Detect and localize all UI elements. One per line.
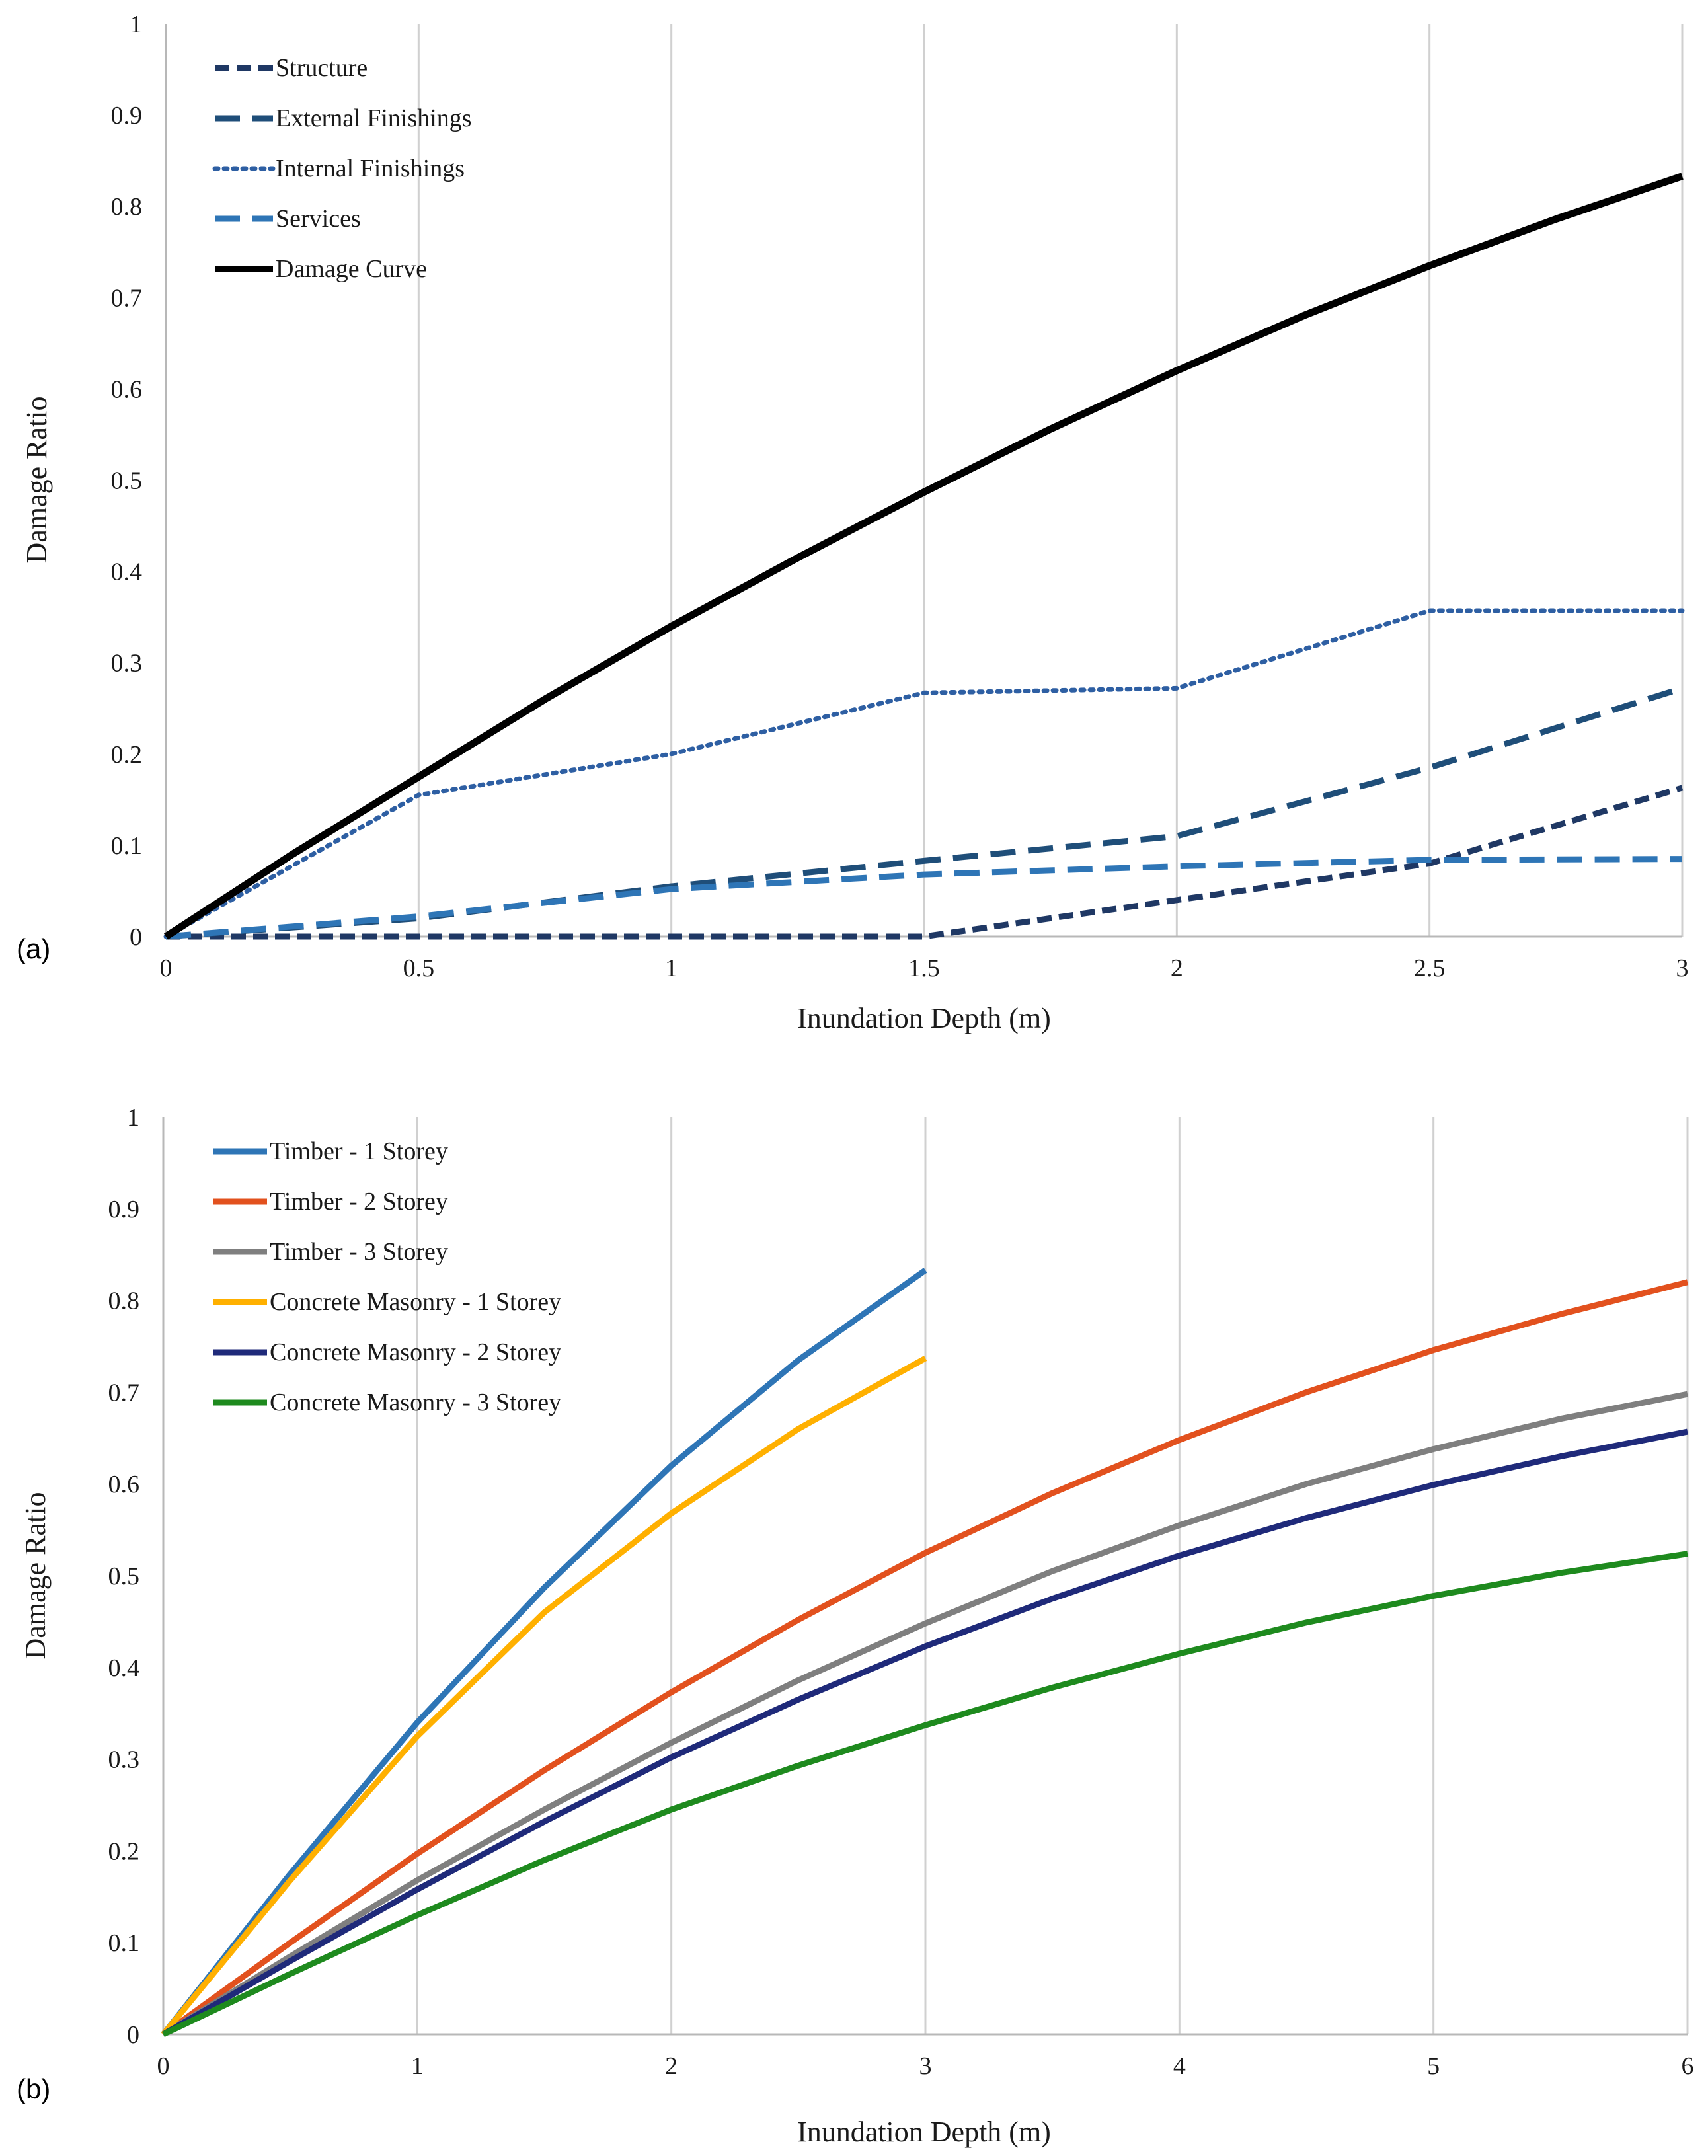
legend-label: Damage Curve [276, 255, 427, 283]
y-tick-label: 0.4 [108, 1654, 140, 1682]
y-tick-label: 0.4 [111, 558, 143, 586]
legend-label: Timber - 2 Storey [270, 1188, 448, 1215]
y-tick-label: 1 [130, 11, 142, 38]
y-tick-label: 0.9 [111, 102, 143, 130]
y-tick-label: 0.1 [111, 832, 143, 860]
x-tick-label: 5 [1427, 2052, 1440, 2080]
panel-label: (a) [17, 933, 50, 964]
chart-panel-b: 0 1 2 3 4 5 6 0 0.1 0.2 0.3 0.4 0.5 0.6 0.7 0.8 0.9 1 Timb… [17, 1104, 1694, 2148]
series-line [164, 173, 1684, 940]
series-line [161, 1268, 927, 2036]
y-tick-label: 0.1 [108, 1929, 140, 1957]
y-tick-label: 0.8 [108, 1288, 140, 1315]
y-tick-label: 0.6 [111, 375, 143, 403]
series-line [166, 785, 1684, 940]
x-axis-title: Inundation Depth (m) [797, 1002, 1051, 1034]
x-tick-label: 3 [1676, 954, 1689, 982]
x-tick-label: 0 [157, 2052, 170, 2080]
y-axis-title: Damage Ratio [20, 397, 53, 564]
y-tick-label: 0.3 [111, 650, 143, 677]
y-tick-label: 0.5 [111, 467, 143, 495]
x-tick-label: 2.5 [1414, 954, 1446, 982]
y-tick-label: 0.9 [108, 1196, 140, 1223]
legend-label: Structure [276, 54, 368, 82]
x-tick-label: 6 [1682, 2052, 1694, 2080]
x-tick-label: 4 [1173, 2052, 1186, 2080]
y-tick-label: 1 [127, 1104, 139, 1132]
legend-label: Concrete Masonry - 3 Storey [270, 1389, 561, 1416]
y-tick-label: 0 [130, 923, 142, 951]
legend-label: External Finishings [276, 104, 472, 132]
y-tick-label: 0.6 [108, 1471, 140, 1498]
legend-label: Timber - 1 Storey [270, 1137, 448, 1165]
series-line [161, 1356, 927, 2036]
x-tick-label: 1 [411, 2052, 424, 2080]
y-tick-label: 0.2 [108, 1837, 140, 1865]
panel-label: (b) [17, 2073, 50, 2104]
y-tick-label: 0.5 [108, 1562, 140, 1590]
x-tick-label: 1 [665, 954, 678, 982]
series-line [161, 1428, 1688, 2037]
x-tick-label: 2 [665, 2052, 678, 2080]
series-line [162, 1551, 1688, 2038]
y-axis-title: Damage Ratio [19, 1492, 52, 1660]
chart-panel-a: 0 0.5 1 1.5 2 2.5 3 0 0.1 0.2 0.3 0.4 0.5 0.6 0.7 0.8 0.… [17, 11, 1689, 1034]
legend-label: Concrete Masonry - 1 Storey [270, 1288, 561, 1316]
series-line [165, 685, 1684, 940]
x-tick-label: 3 [919, 2052, 932, 2080]
y-tick-label: 0.8 [111, 193, 143, 221]
x-tick-label: 0.5 [403, 954, 435, 982]
legend-label: Timber - 3 Storey [270, 1238, 448, 1266]
series-line [161, 1279, 1689, 2037]
legend: Structure External Finishings Internal Fin… [212, 54, 472, 283]
y-tick-label: 0.3 [108, 1746, 140, 1774]
x-tick-label: 1.5 [908, 954, 940, 982]
series-line [161, 1391, 1688, 2037]
series-line [165, 856, 1683, 940]
y-tick-label: 0.7 [111, 284, 143, 312]
legend: Timber - 1 Storey Timber - 2 Storey Timber… [213, 1137, 561, 1416]
legend-label: Concrete Masonry - 2 Storey [270, 1338, 561, 1366]
y-tick-label: 0 [127, 2021, 139, 2049]
y-tick-label: 0.2 [111, 741, 143, 769]
x-tick-label: 2 [1171, 954, 1183, 982]
x-tick-label: 0 [160, 954, 173, 982]
x-axis-title: Inundation Depth (m) [797, 2116, 1051, 2148]
legend-label: Services [276, 205, 361, 233]
legend-label: Internal Finishings [276, 155, 465, 182]
series-line [163, 608, 1685, 939]
y-tick-label: 0.7 [108, 1379, 140, 1406]
